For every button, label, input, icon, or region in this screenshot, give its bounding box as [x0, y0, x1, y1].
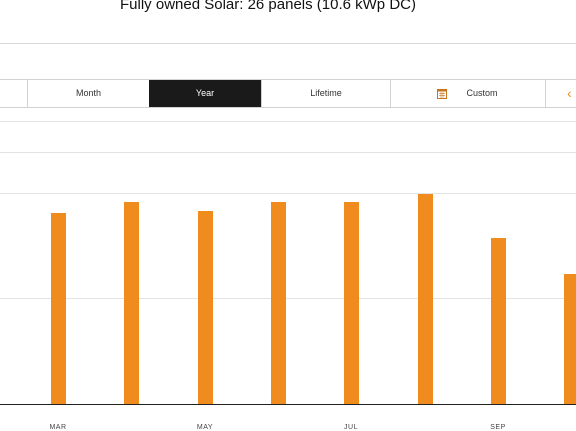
bar-oct[interactable] — [564, 274, 576, 404]
gridline — [0, 298, 576, 299]
period-tabbar: Month Year Lifetime Custom ‹ — [0, 79, 576, 108]
tab-custom[interactable]: Custom — [390, 80, 545, 107]
header-divider — [0, 43, 576, 44]
x-tick-label: SEP — [490, 424, 506, 431]
bar-sep[interactable] — [491, 238, 506, 404]
x-axis-line — [0, 404, 576, 405]
gridline — [0, 121, 576, 122]
bar-apr[interactable] — [124, 202, 139, 404]
tab-month[interactable]: Month — [27, 80, 149, 107]
gridline — [0, 152, 576, 153]
bar-aug[interactable] — [418, 194, 433, 404]
tab-divider-end — [545, 80, 576, 107]
chevron-left-icon[interactable]: ‹ — [567, 85, 572, 101]
tab-custom-label: Custom — [466, 88, 498, 98]
tab-year[interactable]: Year — [149, 80, 261, 107]
gridline — [0, 193, 576, 194]
x-tick-label: JUL — [344, 424, 358, 431]
bar-jul[interactable] — [344, 202, 359, 404]
page-title: Fully owned Solar: 26 panels (10.6 kWp D… — [120, 0, 416, 13]
bar-may[interactable] — [198, 211, 213, 404]
calendar-icon — [437, 89, 447, 99]
bar-jun[interactable] — [271, 202, 286, 404]
x-tick-label: MAR — [49, 424, 67, 431]
x-tick-label: MAY — [196, 424, 214, 431]
bar-mar[interactable] — [51, 213, 66, 404]
tab-lifetime[interactable]: Lifetime — [261, 80, 390, 107]
